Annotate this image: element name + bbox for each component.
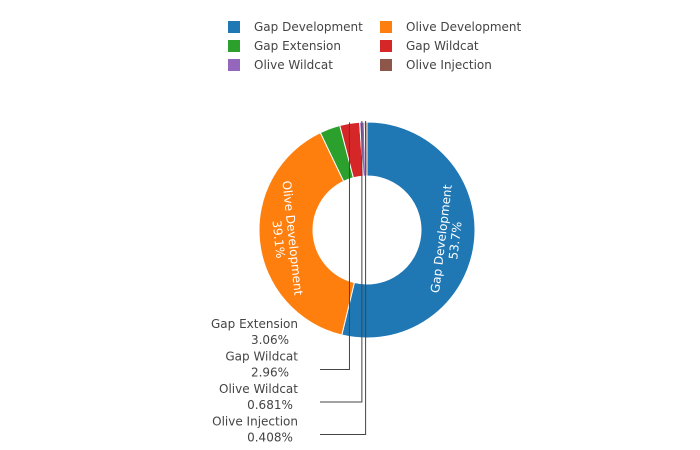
legend-swatch-gap-development (228, 21, 240, 33)
legend-label-gap-development: Gap Development (254, 20, 363, 34)
legend-swatch-olive-wildcat (228, 59, 240, 71)
slice-label-gap-extension: Gap Extension (211, 317, 298, 331)
outside-label-olive-injection: Olive Injection 0.408% (212, 121, 367, 445)
legend-item-olive-wildcat[interactable]: Olive Wildcat (228, 56, 333, 74)
outside-label-olive-wildcat: Olive Wildcat 0.681% (219, 121, 363, 412)
leader-line-gap-wildcat (320, 122, 350, 370)
slice-label-olive-injection: Olive Injection (212, 415, 298, 429)
legend-swatch-gap-wildcat (380, 40, 392, 52)
slice-percent-olive-wildcat: 0.681% (247, 398, 293, 412)
legend-item-olive-injection[interactable]: Olive Injection (380, 56, 492, 74)
outside-label-gap-extension: Gap Extension 3.06% (211, 317, 298, 347)
chart-legend: Gap Development Olive Development Gap Ex… (228, 16, 548, 76)
slice-gap-development[interactable] (341, 121, 476, 339)
legend-label-olive-wildcat: Olive Wildcat (254, 58, 333, 72)
slice-percent-gap-extension: 3.06% (251, 333, 289, 347)
slice-percent-gap-development: 53.7% (446, 221, 464, 261)
leader-line-olive-wildcat (320, 121, 363, 403)
slice-label-olive-wildcat: Olive Wildcat (219, 382, 298, 396)
legend-label-gap-extension: Gap Extension (254, 39, 341, 53)
legend-item-olive-development[interactable]: Olive Development (380, 18, 521, 36)
legend-swatch-gap-extension (228, 40, 240, 52)
legend-swatch-olive-development (380, 21, 392, 33)
legend-label-olive-development: Olive Development (406, 20, 522, 34)
legend-item-gap-wildcat[interactable]: Gap Wildcat (380, 37, 479, 55)
slice-percent-olive-injection: 0.408% (247, 431, 293, 445)
legend-item-gap-development[interactable]: Gap Development (228, 18, 363, 36)
legend-item-gap-extension[interactable]: Gap Extension (228, 37, 341, 55)
slice-olive-development[interactable] (258, 131, 356, 336)
leader-line-olive-injection (320, 121, 367, 435)
legend-label-gap-wildcat: Gap Wildcat (406, 39, 479, 53)
slice-percent-olive-development: 39.1% (270, 220, 288, 259)
slice-percent-gap-wildcat: 2.96% (251, 366, 289, 380)
legend-label-olive-injection: Olive Injection (406, 58, 492, 72)
slice-label-gap-wildcat: Gap Wildcat (225, 350, 298, 364)
outside-label-gap-wildcat: Gap Wildcat 2.96% (225, 122, 350, 380)
legend-swatch-olive-injection (380, 59, 392, 71)
